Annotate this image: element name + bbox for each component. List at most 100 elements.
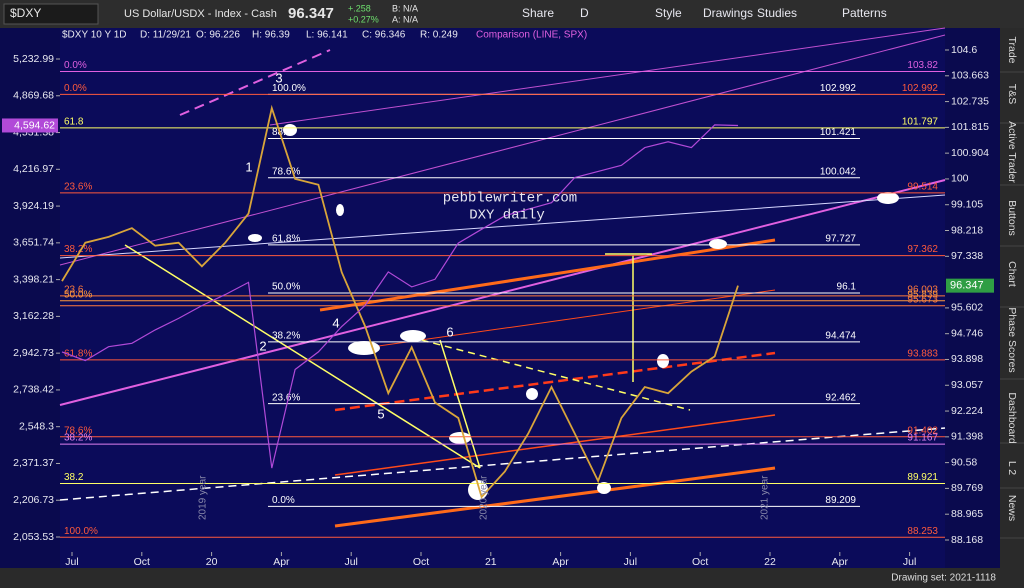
side-tab[interactable]: Buttons <box>1006 200 1018 236</box>
comparison: Comparison (LINE, SPX) <box>476 30 587 41</box>
marker <box>400 330 426 342</box>
y-tick-label: 100 <box>951 173 969 185</box>
toolbar-button[interactable]: Style <box>655 6 682 20</box>
fib-value: 89.209 <box>825 495 856 506</box>
fib-value: 96.1 <box>837 282 857 293</box>
fib-pct: 38.2% <box>64 244 92 255</box>
fib-pct: 23.6% <box>272 392 300 403</box>
marker <box>526 388 538 400</box>
marker <box>449 432 471 444</box>
y-tick-label: 95.602 <box>951 302 983 314</box>
fib-pct: 38.2% <box>64 433 92 444</box>
trend-line <box>334 414 776 476</box>
y-tick-label: 99.105 <box>951 199 983 211</box>
trend-line <box>334 351 776 412</box>
x-tick-label: Oct <box>413 556 429 568</box>
fib-value: 96.003 <box>907 285 938 296</box>
trend-line <box>409 336 691 411</box>
x-tick-label: Jul <box>903 556 916 568</box>
side-tab[interactable]: T&S <box>1006 84 1018 104</box>
side-tab[interactable]: Dashboard <box>1006 392 1018 444</box>
fib-pct: 23.6% <box>64 182 92 193</box>
fib-value: 95.673 <box>907 294 938 305</box>
fib-pct: 0.0% <box>64 60 87 71</box>
symbol: $DXY <box>10 6 41 20</box>
fib-pct: 38.2% <box>272 331 300 342</box>
fib-value: 94.474 <box>825 331 856 342</box>
y2-tick-label: 5,232.99 <box>13 53 54 65</box>
bid: B: N/A <box>392 3 418 13</box>
side-tab[interactable]: Active Trader <box>1006 121 1018 183</box>
trend-line <box>59 34 946 266</box>
comparison-marker <box>2 118 58 133</box>
fib-pct: 78.6% <box>272 166 300 177</box>
fib-value: 103.82 <box>907 60 938 71</box>
fib-value: 97.727 <box>825 234 856 245</box>
year-mark: 2019 year <box>198 475 209 520</box>
comparison-marker-label: 4,594.62 <box>14 119 55 131</box>
fib-value: 91.402 <box>907 425 938 436</box>
side-tab[interactable]: L 2 <box>1006 461 1018 475</box>
fib-pct: 61.8 <box>64 117 84 128</box>
right-axis-panel <box>945 28 1000 568</box>
ohlc-field: O: 96.226 <box>196 30 240 41</box>
toolbar-button[interactable]: Studies <box>757 6 797 20</box>
x-tick-label: Jul <box>65 556 78 568</box>
wave-label: 3 <box>275 70 282 85</box>
marker <box>283 124 297 136</box>
fib-pct: 61.8% <box>64 349 92 360</box>
y2-tick-label: 3,651.74 <box>13 237 54 249</box>
y-tick-label: 88.168 <box>951 534 983 546</box>
trend-line <box>59 179 946 406</box>
y-tick-label: 91.398 <box>951 431 983 443</box>
marker <box>597 482 611 494</box>
ohlc-field: C: 96.346 <box>362 30 406 41</box>
plot: 100.0% 102.992 88.6 101.421 78.6% 100.042 61.8… <box>60 60 945 538</box>
toolbar-button[interactable]: Patterns <box>842 6 887 20</box>
fib-pct: 38.2 <box>64 472 84 483</box>
y2-tick-label: 2,942.73 <box>13 347 54 359</box>
side-tab-panel <box>1000 28 1024 588</box>
left-axis-panel <box>0 28 60 568</box>
fib-pct: 100.0% <box>64 526 98 537</box>
x-tick-label: 20 <box>206 556 218 568</box>
y-tick-label: 90.58 <box>951 456 977 468</box>
side-tab[interactable]: News <box>1006 495 1018 521</box>
side-tab[interactable]: Chart <box>1006 261 1018 287</box>
marker <box>877 192 899 204</box>
toolbar-button[interactable]: D <box>580 6 589 20</box>
fib-pct: 61.8% <box>272 234 300 245</box>
trend-line <box>179 49 331 116</box>
y2-tick-label: 3,398.21 <box>13 273 54 285</box>
watermark: pebblewriter.com <box>443 191 577 207</box>
x-tick-label: Apr <box>273 556 290 568</box>
marker <box>336 204 344 216</box>
year-mark: 2020 year <box>479 475 490 520</box>
y-tick-label: 100.904 <box>951 147 989 159</box>
ohlc-field: D: 11/29/21 <box>140 30 191 41</box>
marker <box>709 239 727 249</box>
y-tick-label: 103.663 <box>951 70 989 82</box>
side-tab[interactable]: Phase Scores <box>1006 307 1018 372</box>
toolbar-button[interactable]: Share <box>522 6 554 20</box>
wave-label: 1 <box>245 159 252 174</box>
fib-pct: 78.6% <box>64 425 92 436</box>
fib-value: 100.042 <box>820 166 857 177</box>
fib-pct: 0.0% <box>272 495 295 506</box>
fib-value: 89.921 <box>907 472 938 483</box>
y2-tick-label: 3,924.19 <box>13 200 54 212</box>
toolbar-bg <box>0 0 1024 28</box>
toolbar-button[interactable]: Drawings <box>703 6 753 20</box>
side-tab[interactable]: Trade <box>1006 36 1018 63</box>
year-mark: 2021 year <box>760 475 771 520</box>
ask: A: N/A <box>392 14 418 24</box>
trend-line <box>269 27 946 126</box>
chart-header: $DXY 10 Y 1D <box>62 30 127 41</box>
fib-value: 93.883 <box>907 349 938 360</box>
x-tick-label: 22 <box>764 556 776 568</box>
symbol-box[interactable] <box>3 3 99 25</box>
fib-value: 91.167 <box>907 433 938 444</box>
marker <box>657 354 669 368</box>
y-tick-label: 104.6 <box>951 44 977 56</box>
